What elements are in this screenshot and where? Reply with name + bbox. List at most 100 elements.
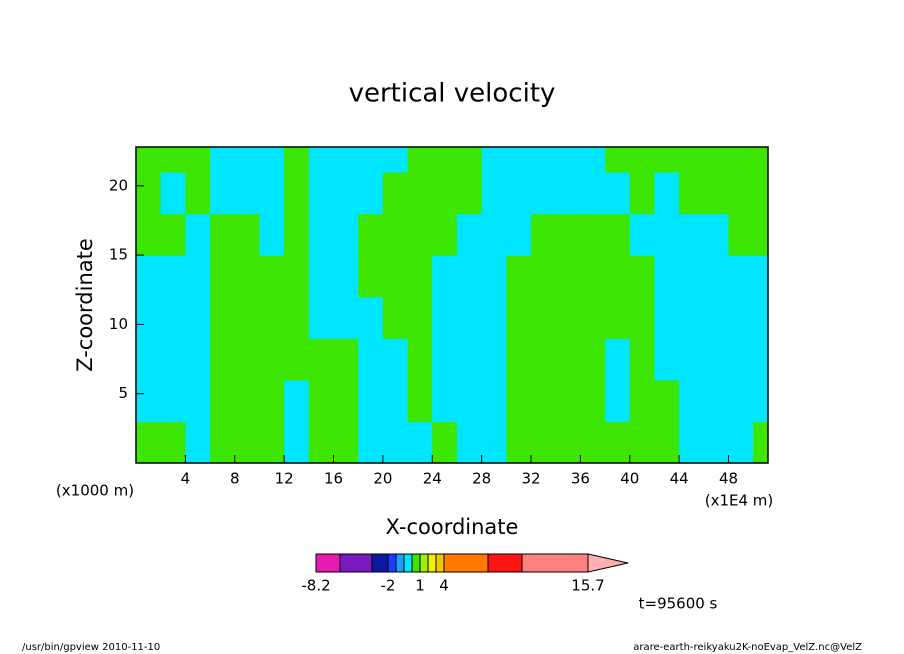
y-tick-label: 5 bbox=[118, 384, 128, 402]
contour-cell bbox=[160, 296, 186, 339]
contour-cell bbox=[605, 338, 631, 381]
contour-cell bbox=[753, 421, 768, 463]
contour-cell bbox=[333, 147, 359, 173]
x-tick-label: 4 bbox=[181, 470, 191, 488]
colorbar-box bbox=[487, 553, 523, 573]
contour-cell bbox=[629, 421, 656, 463]
contour-cell bbox=[234, 379, 261, 423]
colorbar-extension bbox=[587, 553, 629, 573]
contour-cell bbox=[358, 379, 384, 423]
contour-cell bbox=[580, 296, 606, 339]
contour-cell bbox=[555, 171, 581, 215]
contour-cell bbox=[333, 213, 359, 256]
contour-cell bbox=[481, 296, 507, 339]
contour-cell bbox=[234, 147, 261, 173]
contour-cell bbox=[456, 421, 483, 463]
contour-cell bbox=[382, 147, 409, 173]
x-tick-label: 44 bbox=[670, 470, 689, 488]
colorbar-tick-label: 4 bbox=[439, 577, 449, 595]
contour-cell bbox=[136, 421, 162, 463]
contour-cell bbox=[481, 421, 507, 463]
contour-cell bbox=[136, 379, 162, 423]
contour-cell bbox=[555, 421, 581, 463]
contour-cell bbox=[210, 296, 236, 339]
x-axis-label: X-coordinate bbox=[386, 515, 519, 539]
contour-cell bbox=[160, 171, 186, 215]
colorbar-box bbox=[521, 553, 589, 573]
contour-cell bbox=[481, 338, 507, 381]
contour-cell bbox=[728, 296, 754, 339]
contour-cell bbox=[185, 147, 211, 173]
contour-cell bbox=[308, 379, 335, 423]
colorbar-box bbox=[387, 553, 397, 573]
contour-cell bbox=[259, 147, 285, 173]
contour-cell bbox=[333, 421, 359, 463]
contour-cell bbox=[629, 147, 656, 173]
contour-cell bbox=[136, 338, 162, 381]
x-tick-label: 28 bbox=[472, 470, 491, 488]
contour-cell bbox=[456, 296, 483, 339]
contour-cell bbox=[679, 338, 705, 381]
contour-cell bbox=[185, 379, 211, 423]
contour-cell bbox=[407, 147, 433, 173]
contour-cell bbox=[358, 421, 384, 463]
contour-cell bbox=[432, 338, 458, 381]
contour-cell bbox=[703, 421, 730, 463]
contour-cell bbox=[728, 255, 754, 298]
contour-cell bbox=[432, 147, 458, 173]
contour-cell bbox=[308, 421, 335, 463]
footer-right: arare-earth-reikyaku2K-noEvap_VelZ.nc@Ve… bbox=[633, 642, 862, 653]
contour-cell bbox=[432, 296, 458, 339]
contour-cell bbox=[506, 338, 532, 381]
contour-cell bbox=[234, 338, 261, 381]
contour-cell bbox=[210, 379, 236, 423]
contour-cell bbox=[753, 255, 768, 298]
contour-cell bbox=[728, 147, 754, 173]
contour-cell bbox=[358, 296, 384, 339]
contour-cell bbox=[580, 338, 606, 381]
contour-cell bbox=[382, 213, 409, 256]
contour-cell bbox=[136, 213, 162, 256]
footer-left: /usr/bin/gpview 2010-11-10 bbox=[22, 642, 160, 653]
y-tick-label: 15 bbox=[109, 246, 128, 264]
colorbar-box bbox=[435, 553, 445, 573]
contour-cell bbox=[605, 255, 631, 298]
contour-cell bbox=[308, 147, 335, 173]
colorbar-box bbox=[339, 553, 373, 573]
contour-cell bbox=[234, 171, 261, 215]
contour-cell bbox=[703, 296, 730, 339]
contour-cell bbox=[506, 296, 532, 339]
contour-cell bbox=[407, 213, 433, 256]
colorbar-tick-label: -2 bbox=[381, 577, 396, 595]
contour-cell bbox=[333, 255, 359, 298]
contour-cell bbox=[259, 296, 285, 339]
contour-cell bbox=[234, 421, 261, 463]
time-label: t=95600 s bbox=[639, 595, 718, 613]
contour-cell bbox=[654, 338, 680, 381]
x-tick-label: 32 bbox=[521, 470, 540, 488]
contour-cell bbox=[185, 213, 211, 256]
chart-title: vertical velocity bbox=[349, 79, 556, 109]
contour-cell bbox=[555, 147, 581, 173]
contour-cell bbox=[308, 171, 335, 215]
contour-cell bbox=[456, 338, 483, 381]
contour-cell bbox=[259, 379, 285, 423]
contour-cell bbox=[234, 296, 261, 339]
contour-cell bbox=[679, 379, 705, 423]
contour-cell bbox=[136, 171, 162, 215]
contour-cell bbox=[679, 421, 705, 463]
contour-cell bbox=[679, 213, 705, 256]
contour-cell bbox=[753, 379, 768, 423]
contour-cell bbox=[234, 213, 261, 256]
contour-cell bbox=[506, 171, 532, 215]
contour-cell bbox=[210, 338, 236, 381]
contour-cell bbox=[506, 147, 532, 173]
contour-cell bbox=[481, 213, 507, 256]
contour-cell bbox=[234, 255, 261, 298]
contour-cell bbox=[382, 255, 409, 298]
contour-cell bbox=[506, 213, 532, 256]
contour-cell bbox=[481, 147, 507, 173]
contour-cell bbox=[210, 255, 236, 298]
contour-cell bbox=[185, 338, 211, 381]
